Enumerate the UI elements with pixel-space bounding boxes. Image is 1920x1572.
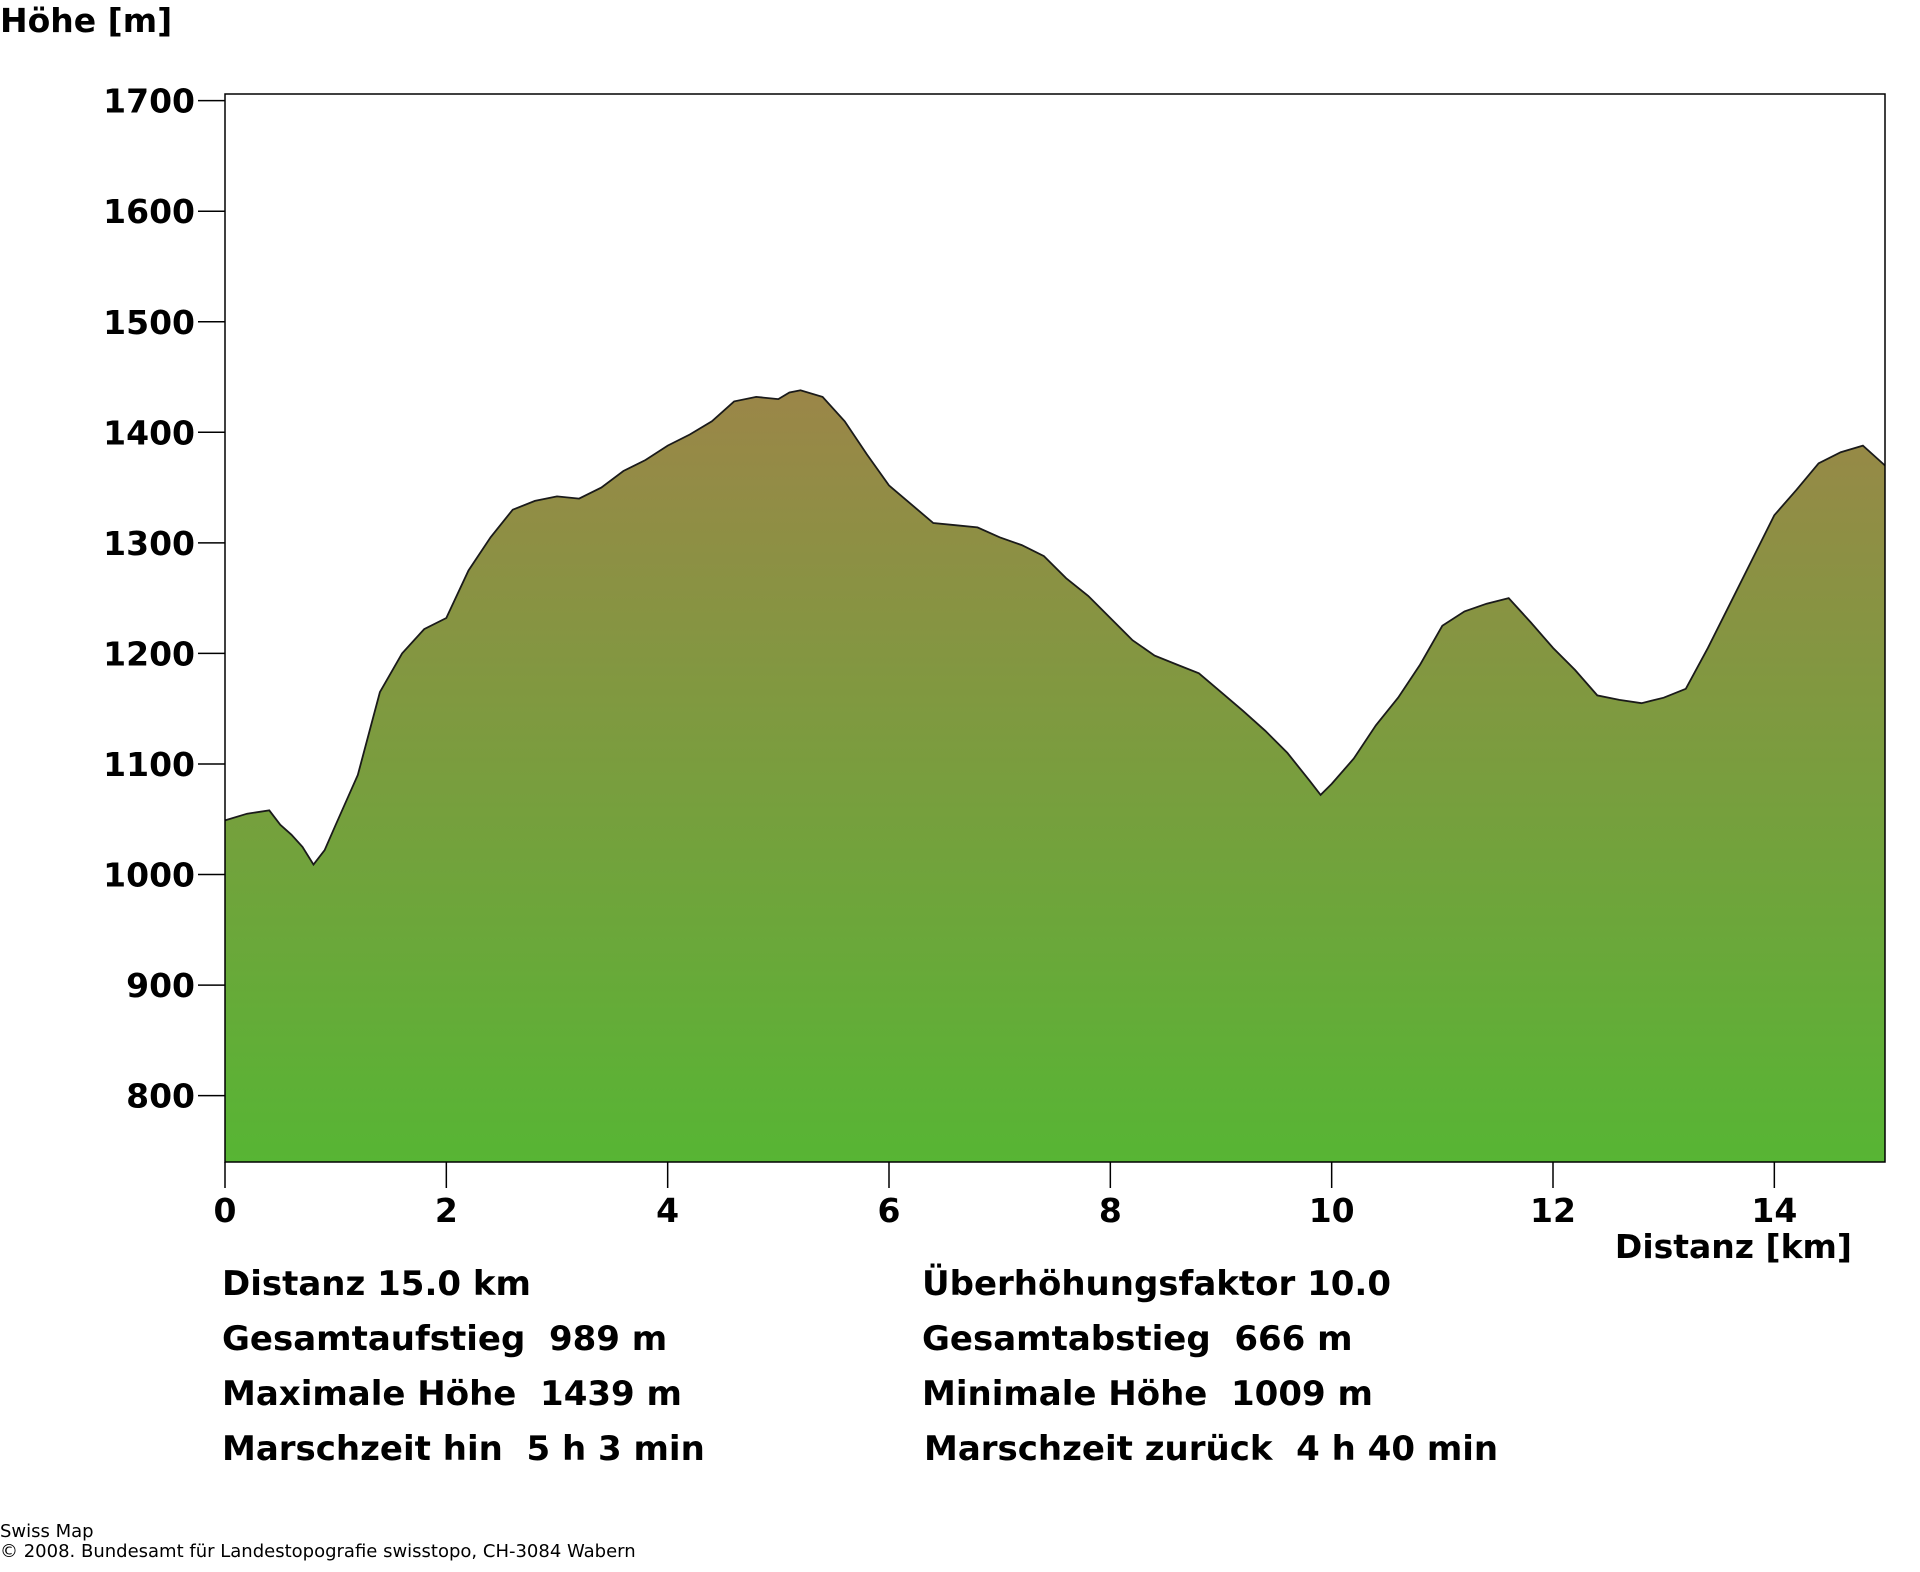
y-tick-label: 1600 (103, 192, 195, 231)
y-tick-label: 1700 (103, 82, 195, 121)
plot-frame (224, 93, 1886, 1163)
stat-walk-time-back: Marschzeit zurück 4 h 40 min (924, 1429, 1499, 1469)
elevation-area (225, 390, 1885, 1162)
elevation-profile-line (224, 389, 1886, 867)
y-tick-label: 900 (126, 966, 195, 1005)
y-axis-title: Höhe [m] (0, 1, 172, 40)
y-tick-label: 1000 (103, 856, 195, 895)
stat-max-elevation: Maximale Höhe 1439 m (222, 1374, 682, 1414)
stat-walk-time-out: Marschzeit hin 5 h 3 min (222, 1429, 705, 1469)
y-tick-label: 1200 (103, 634, 195, 673)
x-tick-label: 2 (435, 1191, 458, 1230)
stat-total-ascent: Gesamtaufstieg 989 m (222, 1319, 668, 1359)
y-tick-label: 1500 (103, 303, 195, 342)
stat-min-elevation: Minimale Höhe 1009 m (922, 1374, 1373, 1414)
y-tick-label: 1400 (103, 413, 195, 452)
stat-distance: Distanz 15.0 km (222, 1264, 531, 1304)
copyright-notice: © 2008. Bundesamt für Landestopografie s… (0, 1541, 636, 1562)
y-tick-label: 800 (126, 1077, 195, 1116)
x-tick-label: 10 (1309, 1191, 1355, 1230)
stat-total-descent: Gesamtabstieg 666 m (922, 1319, 1353, 1359)
y-tick-label: 1100 (103, 745, 195, 784)
x-tick-label: 8 (1099, 1191, 1122, 1230)
x-tick-label: 6 (878, 1191, 901, 1230)
x-axis-title: Distanz [km] (1615, 1227, 1852, 1266)
y-tick-label: 1300 (103, 524, 195, 563)
x-tick-label: 4 (656, 1191, 679, 1230)
x-tick-label: 14 (1751, 1191, 1797, 1230)
stat-exaggeration-factor: Überhöhungsfaktor 10.0 (922, 1264, 1391, 1304)
x-tick-label: 0 (214, 1191, 237, 1230)
x-tick-label: 12 (1530, 1191, 1576, 1230)
map-credit-title: Swiss Map (0, 1521, 94, 1542)
